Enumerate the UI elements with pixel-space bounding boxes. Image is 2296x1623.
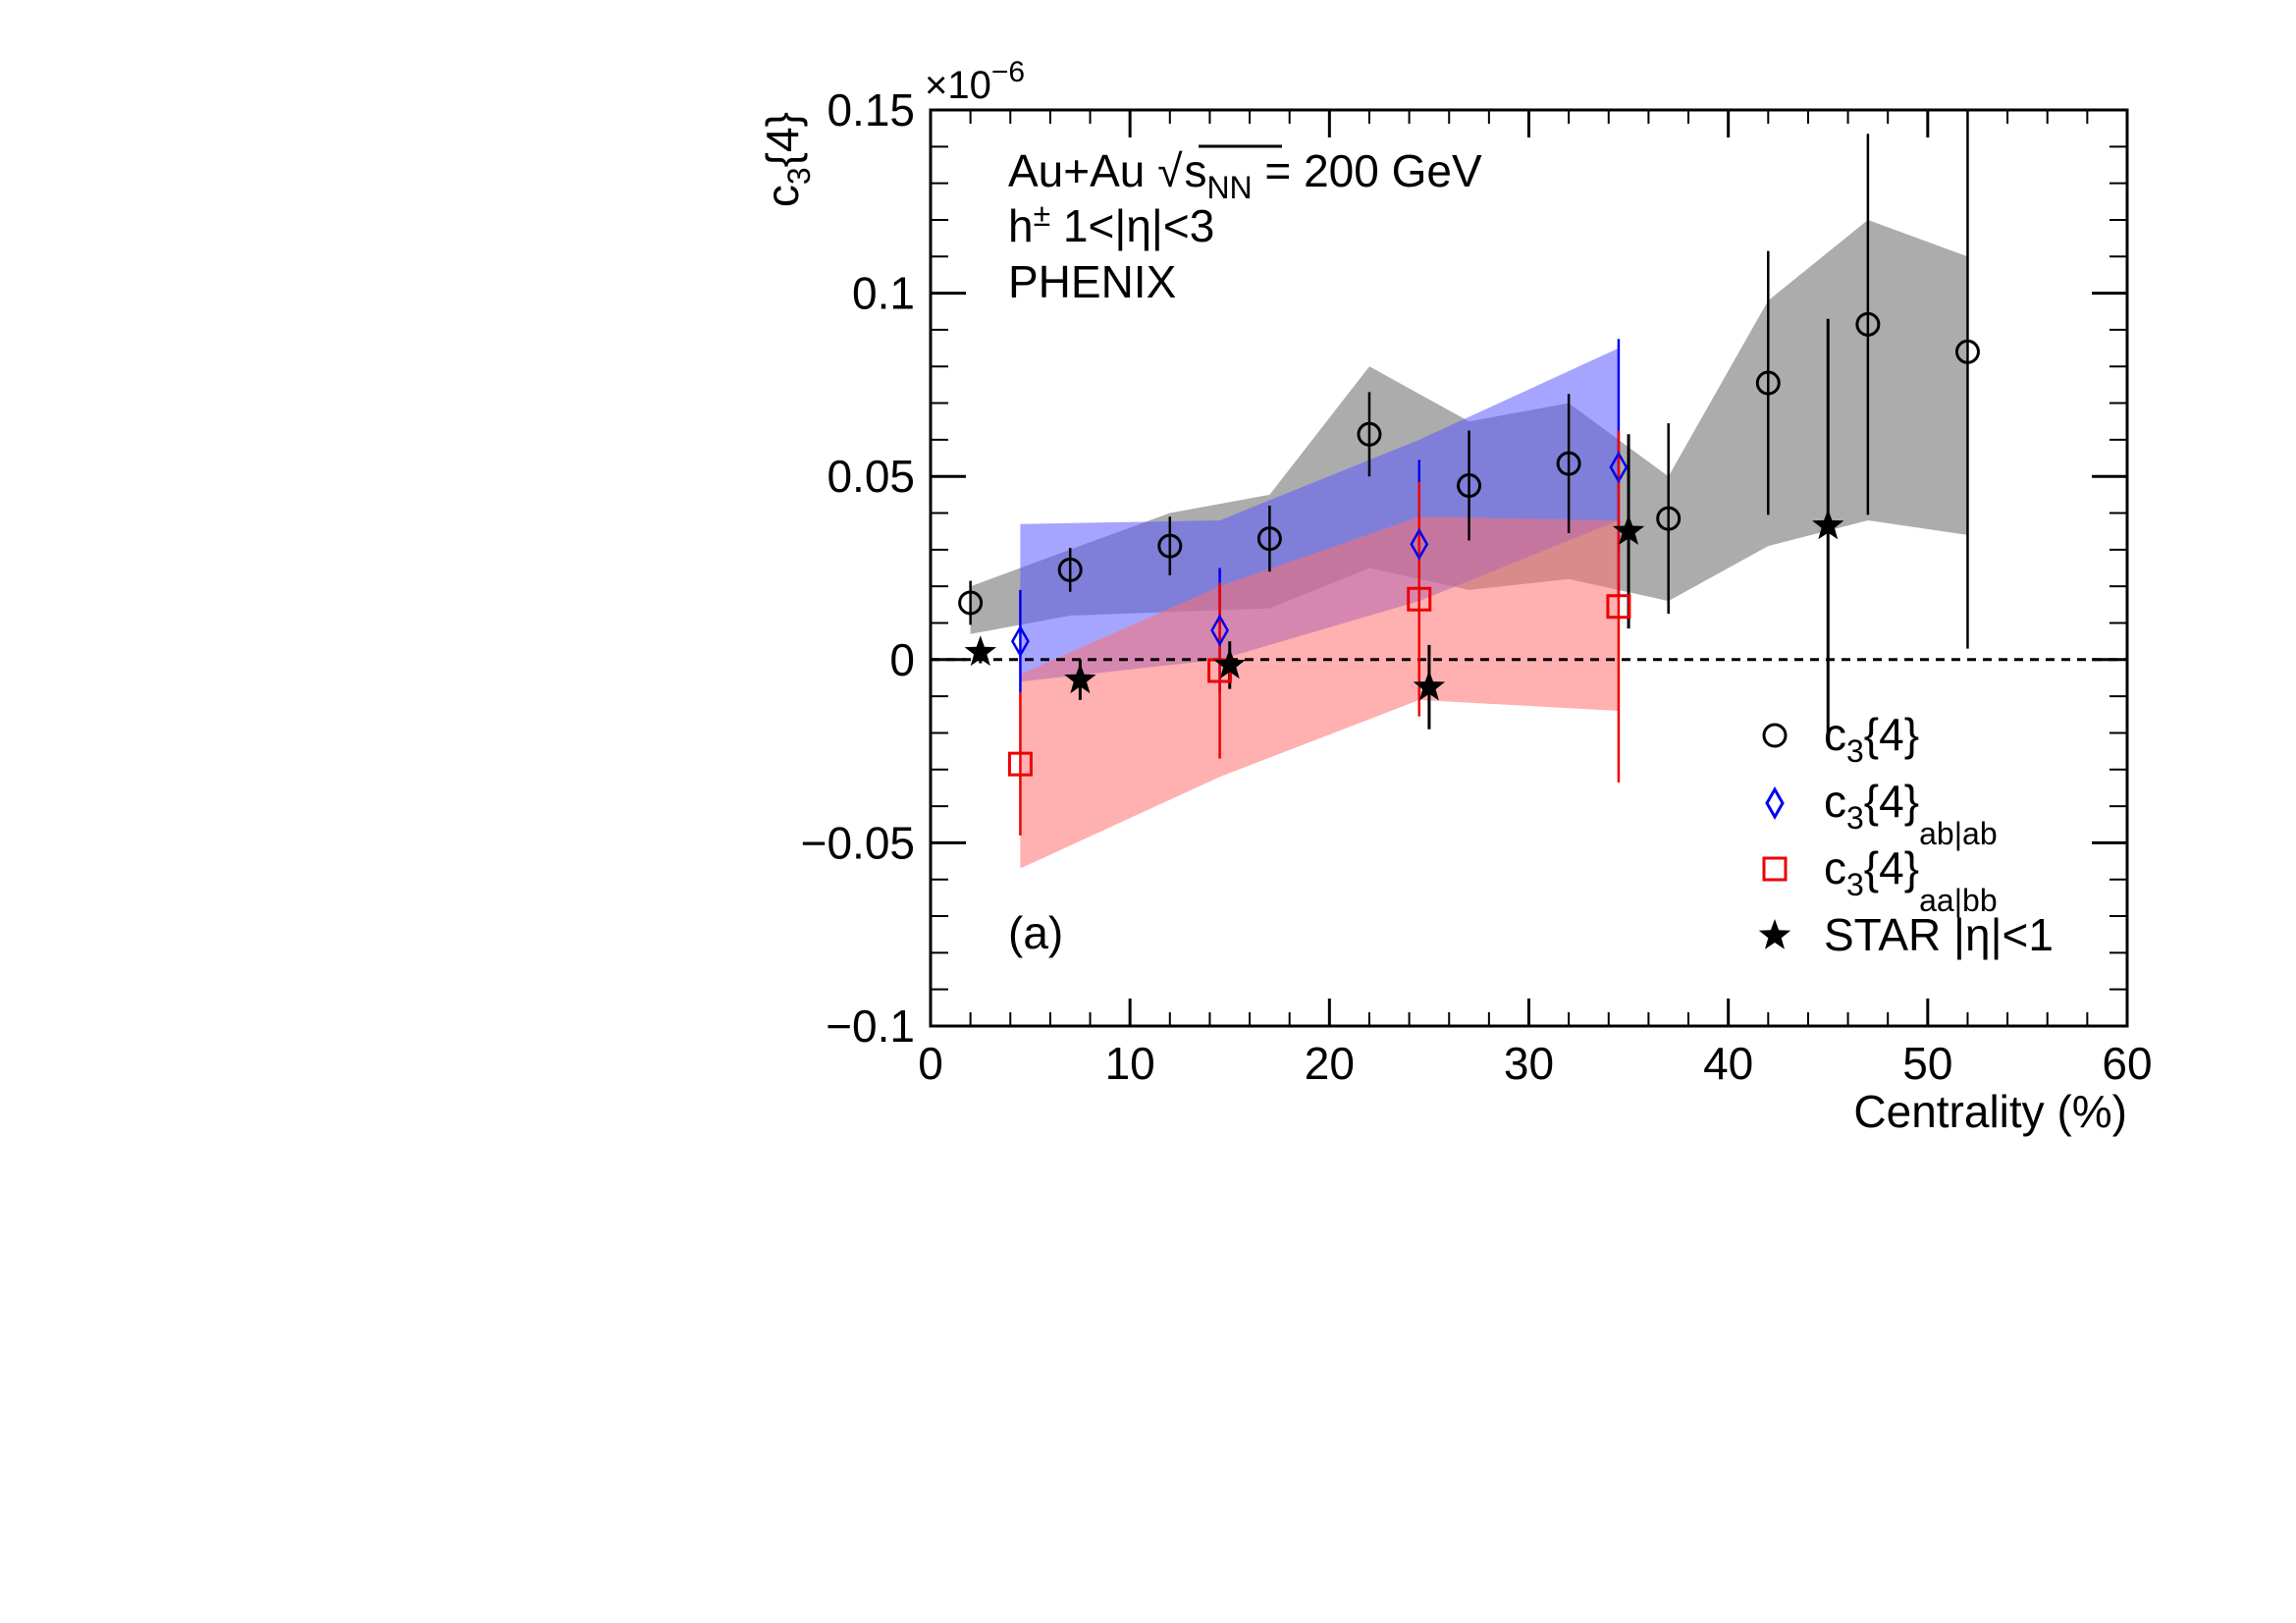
y-tick-label: 0.05 bbox=[827, 451, 915, 502]
legend-marker-star bbox=[1758, 919, 1791, 949]
data-point-circle bbox=[1057, 557, 1083, 582]
data-point-circle bbox=[1157, 533, 1183, 559]
data-point-circle bbox=[1556, 451, 1581, 476]
panel-label: (a) bbox=[1008, 907, 1063, 958]
legend-label-star: STAR |η|<1 bbox=[1824, 909, 2054, 960]
data-point-diamond bbox=[1010, 624, 1030, 658]
data-point-star bbox=[1064, 663, 1096, 694]
y-tick-label: 0.15 bbox=[827, 84, 915, 135]
legend-label-c34-abab: c3{4}ab|ab bbox=[1824, 776, 1998, 851]
data-markers bbox=[958, 311, 1980, 777]
experiment-annotation: PHENIX bbox=[1008, 256, 1176, 307]
x-axis-label: Centrality (%) bbox=[1853, 1086, 2127, 1137]
axis-tick-labels: 0 10 20 30 40 50 60 −0.1 −0.05 0 0.05 0.1 0.15 bbox=[801, 84, 2153, 1089]
data-point-circle bbox=[1656, 506, 1682, 531]
data-point-diamond bbox=[1609, 451, 1629, 484]
legend: c3{4} c3{4}ab|ab c3{4}aa|bb STAR |η|<1 bbox=[1758, 709, 2054, 960]
data-point-circle bbox=[1954, 339, 1980, 364]
data-point-circle bbox=[958, 590, 984, 616]
x-tick-label: 0 bbox=[918, 1038, 943, 1089]
legend-marker-c34-abab bbox=[1765, 785, 1785, 821]
y-tick-label: 0 bbox=[889, 634, 915, 685]
data-point-circle bbox=[1457, 473, 1482, 499]
legend-label-c34-aabb: c3{4}aa|bb bbox=[1824, 842, 1998, 918]
y-tick-label: −0.05 bbox=[801, 817, 915, 868]
data-point-star bbox=[1812, 509, 1844, 540]
data-point-star bbox=[1612, 514, 1645, 545]
data-point-diamond bbox=[1410, 527, 1429, 561]
data-point-circle bbox=[1855, 311, 1881, 337]
data-point-square bbox=[1407, 586, 1432, 612]
x-tick-label: 50 bbox=[1902, 1038, 1952, 1089]
x-tick-label: 20 bbox=[1305, 1038, 1355, 1089]
data-point-star bbox=[1213, 648, 1246, 679]
data-point-star bbox=[1413, 670, 1446, 701]
axis-ticks bbox=[929, 108, 2129, 1028]
systematic-bands bbox=[970, 220, 1968, 869]
data-point-square bbox=[1007, 751, 1033, 777]
y-tick-label: 0.1 bbox=[852, 268, 915, 319]
particles-annotation: h± 1<|η|<3 bbox=[1008, 197, 1214, 251]
system-annotation: Au+Au √sNN = 200 GeV bbox=[1008, 145, 1482, 205]
legend-marker-c34-aabb bbox=[1762, 856, 1788, 882]
x-tick-label: 30 bbox=[1504, 1038, 1554, 1089]
band-series-2 bbox=[1020, 516, 1619, 869]
data-point-star bbox=[964, 635, 996, 667]
y-axis-label: c3{4} bbox=[757, 112, 817, 207]
legend-label-c34: c3{4} bbox=[1824, 709, 1919, 769]
legend-marker-c34 bbox=[1762, 723, 1788, 748]
y-tick-label: −0.1 bbox=[826, 1001, 915, 1052]
data-point-circle bbox=[1256, 526, 1282, 552]
x-tick-label: 60 bbox=[2102, 1038, 2152, 1089]
x-tick-label: 40 bbox=[1703, 1038, 1753, 1089]
data-point-diamond bbox=[1210, 614, 1230, 647]
data-point-circle bbox=[1357, 421, 1382, 447]
x-tick-label: 10 bbox=[1105, 1038, 1155, 1089]
data-point-circle bbox=[1755, 370, 1781, 396]
y-multiplier: ×10−6 bbox=[925, 56, 1025, 107]
data-point-square bbox=[1606, 594, 1631, 620]
